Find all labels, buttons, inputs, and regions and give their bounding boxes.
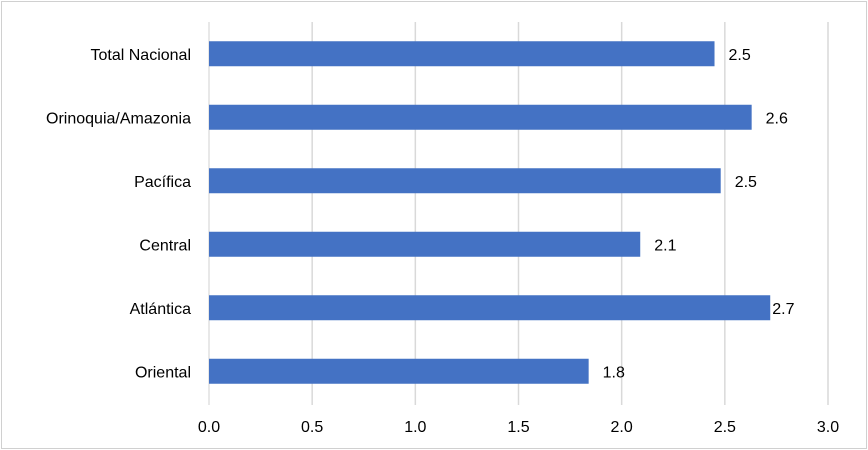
data-label: 2.1 [654,237,676,254]
bar [209,295,771,321]
bar [209,358,589,384]
x-tick-label: 0.0 [198,419,220,436]
x-tick-label: 0.5 [301,419,323,436]
category-label: Pacífica [134,174,191,191]
category-label: Oriental [135,364,191,381]
x-tick-label: 1.0 [404,419,426,436]
category-labels: Total Nacional Orinoquia/Amazonia Pacífica… [46,47,191,382]
x-tick-labels: 0.0 0.5 1.0 1.5 2.0 2.5 3.0 [198,419,839,436]
bar [209,168,721,194]
gridlines [208,22,829,405]
data-label: 2.5 [735,174,757,191]
x-tick-label: 2.5 [714,419,736,436]
category-label: Orinoquia/Amazonia [46,110,191,127]
data-label: 1.8 [603,364,625,381]
category-label: Total Nacional [91,47,192,64]
data-label: 2.5 [729,47,751,64]
x-tick-label: 1.5 [507,419,529,436]
bar [209,41,715,67]
category-label: Central [139,237,191,254]
data-label: 2.7 [772,301,794,318]
bar [209,104,752,130]
data-label: 2.6 [766,110,788,127]
category-label: Atlántica [130,301,191,318]
bars [209,41,771,384]
bar [209,231,641,257]
x-tick-label: 2.0 [611,419,633,436]
x-tick-label: 3.0 [817,419,839,436]
data-labels: 2.5 2.6 2.5 2.1 2.7 1.8 [603,47,795,382]
